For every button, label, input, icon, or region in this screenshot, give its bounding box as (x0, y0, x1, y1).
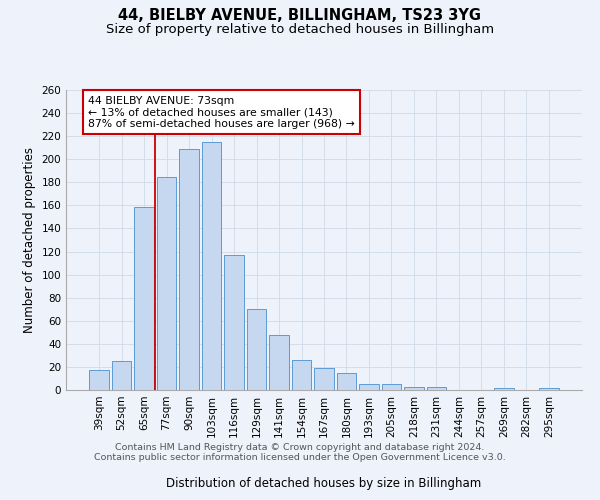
Bar (292, 360, 311, 390)
Bar (494, 388, 514, 390)
Bar (269, 334, 289, 390)
Bar (427, 386, 446, 390)
Bar (224, 255, 244, 390)
Bar (359, 384, 379, 390)
Bar (89, 370, 109, 390)
Bar (382, 384, 401, 390)
Bar (337, 372, 356, 390)
Bar (404, 386, 424, 390)
Bar (314, 368, 334, 390)
Bar (539, 388, 559, 390)
Text: 44, BIELBY AVENUE, BILLINGHAM, TS23 3YG: 44, BIELBY AVENUE, BILLINGHAM, TS23 3YG (119, 8, 482, 22)
Text: 44 BIELBY AVENUE: 73sqm
← 13% of detached houses are smaller (143)
87% of semi-d: 44 BIELBY AVENUE: 73sqm ← 13% of detache… (88, 96, 355, 129)
Bar (179, 149, 199, 390)
Text: Size of property relative to detached houses in Billingham: Size of property relative to detached ho… (106, 22, 494, 36)
Bar (134, 206, 154, 390)
Bar (247, 309, 266, 390)
Bar (157, 176, 176, 390)
Text: Contains HM Land Registry data © Crown copyright and database right 2024.
Contai: Contains HM Land Registry data © Crown c… (94, 442, 506, 462)
Bar (112, 361, 131, 390)
Text: Distribution of detached houses by size in Billingham: Distribution of detached houses by size … (166, 477, 482, 490)
Bar (202, 142, 221, 390)
Y-axis label: Number of detached properties: Number of detached properties (23, 147, 36, 333)
